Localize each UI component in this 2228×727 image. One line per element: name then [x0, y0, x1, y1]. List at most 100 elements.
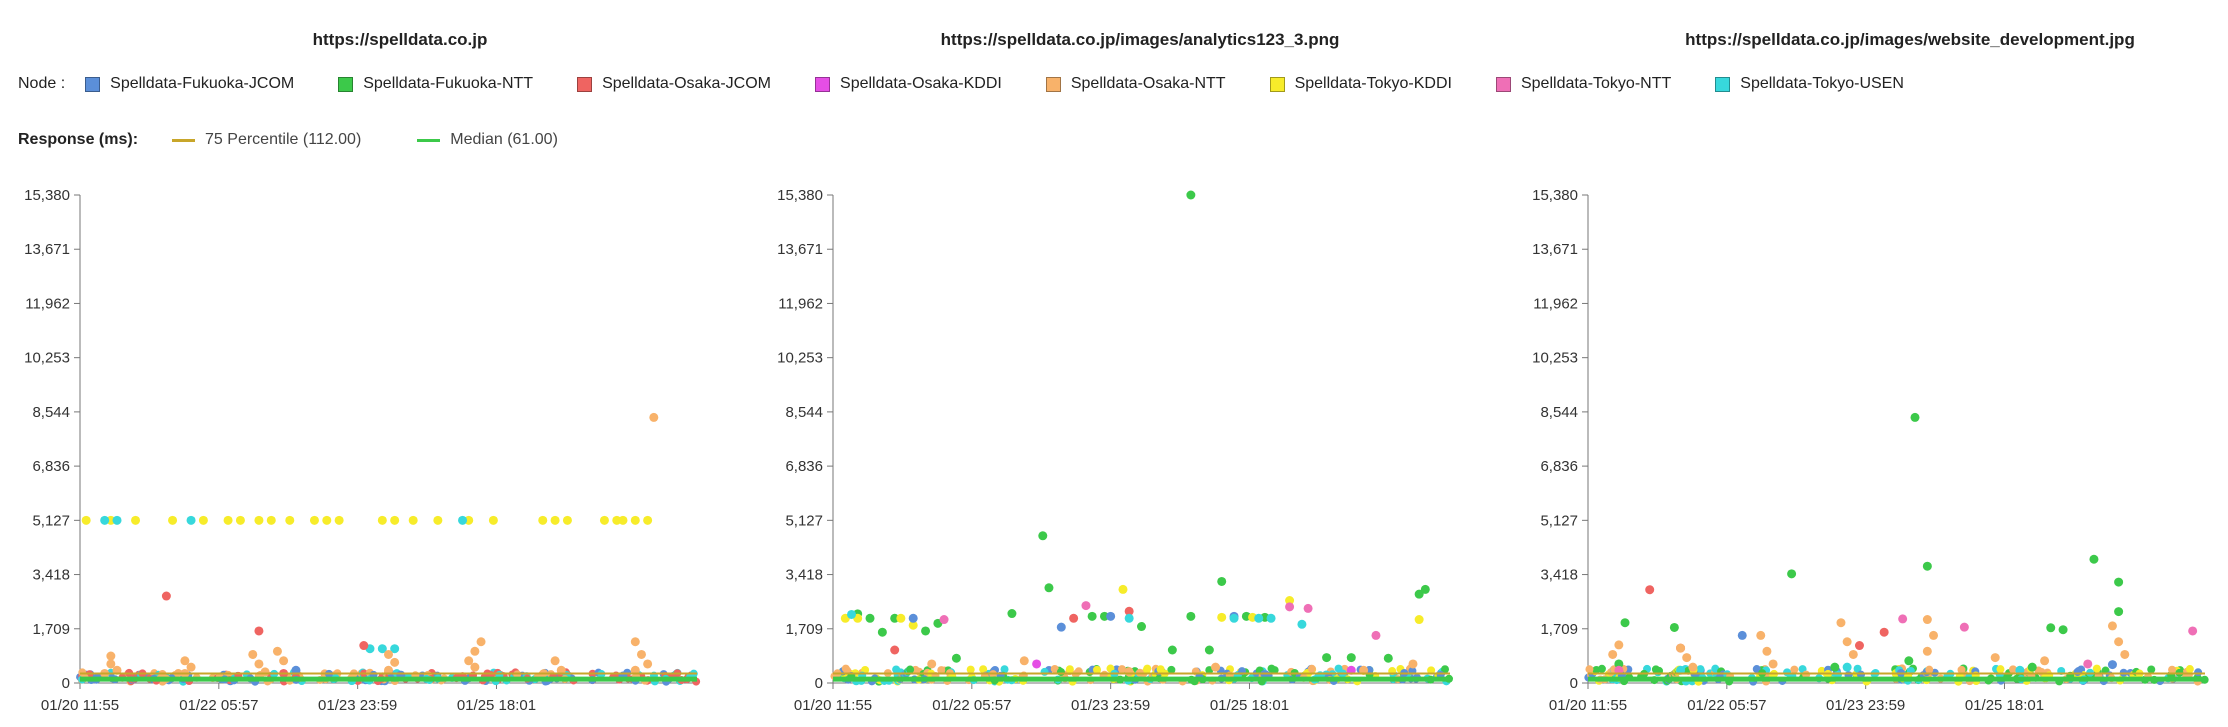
data-point	[488, 515, 498, 525]
response-label: Response (ms):	[18, 131, 139, 148]
data-point	[1056, 622, 1066, 632]
data-point	[1322, 653, 1332, 663]
p75-label: 75 Percentile (112.00)	[205, 131, 362, 148]
data-point	[2107, 660, 2117, 670]
baseline-point	[841, 664, 850, 673]
baseline-point	[1156, 665, 1165, 674]
legend-item-label: Spelldata-Osaka-NTT	[1070, 75, 1226, 92]
data-point	[106, 651, 116, 661]
median-legend-item[interactable]: Median (61.00)	[417, 131, 558, 149]
baseline-point	[2168, 665, 2177, 674]
x-tick-label: 01/23 23:59	[1826, 697, 1905, 714]
data-point	[1081, 601, 1091, 611]
data-point	[1124, 613, 1134, 623]
data-point	[1414, 615, 1424, 625]
legend-item-tokyo-usen[interactable]: Spelldata-Tokyo-USEN	[1715, 75, 1904, 93]
baseline-point	[979, 665, 988, 674]
y-tick-label: 6,836	[32, 458, 70, 475]
data-point	[1787, 569, 1797, 579]
baseline-point	[1925, 665, 1934, 674]
baseline-point	[2185, 665, 2194, 674]
data-point	[1408, 659, 1418, 669]
data-point	[1137, 622, 1146, 632]
legend-item-osaka-jcom[interactable]: Spelldata-Osaka-JCOM	[577, 75, 771, 93]
legend-item-tokyo-kddi[interactable]: Spelldata-Tokyo-KDDI	[1269, 75, 1452, 93]
data-point	[2058, 625, 2068, 635]
legend-item-osaka-ntt[interactable]: Spelldata-Osaka-NTT	[1045, 75, 1226, 93]
data-point	[464, 656, 474, 666]
data-point	[1645, 585, 1655, 595]
legend-item-tokyo-ntt[interactable]: Spelldata-Tokyo-NTT	[1495, 75, 1671, 93]
legend-item-label: Spelldata-Tokyo-USEN	[1740, 75, 1904, 92]
data-point	[643, 659, 653, 669]
data-point	[2089, 554, 2099, 564]
data-point	[2114, 637, 2124, 647]
legend-swatch	[1715, 76, 1731, 92]
chart-title-1: https://spelldata.co.jp	[312, 30, 488, 49]
data-point	[890, 613, 900, 623]
data-point	[550, 515, 560, 525]
legend-item-fukuoka-jcom[interactable]: Spelldata-Fukuoka-JCOM	[85, 75, 294, 93]
y-tick-label: 11,962	[1533, 295, 1578, 312]
y-tick-label: 11,962	[25, 295, 70, 312]
data-point	[458, 515, 468, 525]
data-point	[2188, 626, 2198, 636]
data-point	[1737, 630, 1747, 640]
data-point	[254, 515, 264, 525]
baseline-point	[906, 665, 915, 674]
y-tick-label: 15,380	[777, 187, 823, 204]
x-tick-label: 01/20 11:55	[41, 697, 119, 714]
legend-swatch	[85, 76, 101, 92]
data-point	[235, 515, 245, 525]
data-point	[1254, 613, 1264, 623]
data-point	[186, 515, 196, 525]
legend-swatch	[815, 76, 831, 92]
data-point	[1124, 606, 1134, 616]
data-point	[1106, 611, 1116, 621]
data-point	[2114, 607, 2124, 617]
data-point	[1922, 561, 1932, 571]
data-point	[1371, 630, 1381, 640]
baseline-point	[1592, 665, 1601, 674]
legend-item-fukuoka-ntt[interactable]: Spelldata-Fukuoka-NTT	[338, 75, 533, 93]
data-point	[1676, 643, 1686, 653]
data-point	[334, 515, 344, 525]
data-point	[550, 656, 560, 666]
data-point	[951, 653, 961, 663]
data-point	[599, 515, 609, 525]
data-point	[186, 662, 196, 672]
legend-item-osaka-kddi[interactable]: Spelldata-Osaka-KDDI	[815, 75, 1002, 93]
data-point	[1929, 630, 1939, 640]
data-point	[266, 515, 276, 525]
legend-swatch	[338, 76, 354, 92]
baseline-point	[1427, 666, 1436, 675]
data-point	[254, 659, 264, 669]
data-point	[1854, 641, 1864, 651]
data-point	[630, 637, 640, 647]
y-tick-label: 15,380	[1532, 187, 1578, 204]
y-tick-label: 5,127	[32, 512, 70, 529]
data-point	[408, 515, 418, 525]
data-point	[1217, 576, 1227, 586]
data-point	[464, 515, 474, 525]
baseline-point	[1996, 665, 2005, 674]
baseline-point	[1585, 665, 1594, 674]
data-point	[390, 644, 400, 654]
data-point	[2114, 577, 2124, 587]
data-point	[1959, 622, 1969, 632]
legend-swatch	[577, 76, 593, 92]
y-tick-label: 3,418	[785, 567, 823, 584]
data-point	[2083, 659, 2093, 669]
data-point	[562, 515, 572, 525]
data-point	[377, 515, 387, 525]
data-point	[1285, 596, 1295, 606]
legend-swatch	[1269, 76, 1285, 92]
baseline-point	[1270, 666, 1279, 675]
data-point	[1019, 656, 1029, 666]
p75-legend-item[interactable]: 75 Percentile (112.00)	[172, 131, 361, 149]
data-point	[630, 515, 640, 525]
data-point	[272, 646, 282, 656]
data-point	[1620, 618, 1630, 628]
baseline-point	[1056, 667, 1065, 676]
data-point	[1266, 613, 1276, 623]
